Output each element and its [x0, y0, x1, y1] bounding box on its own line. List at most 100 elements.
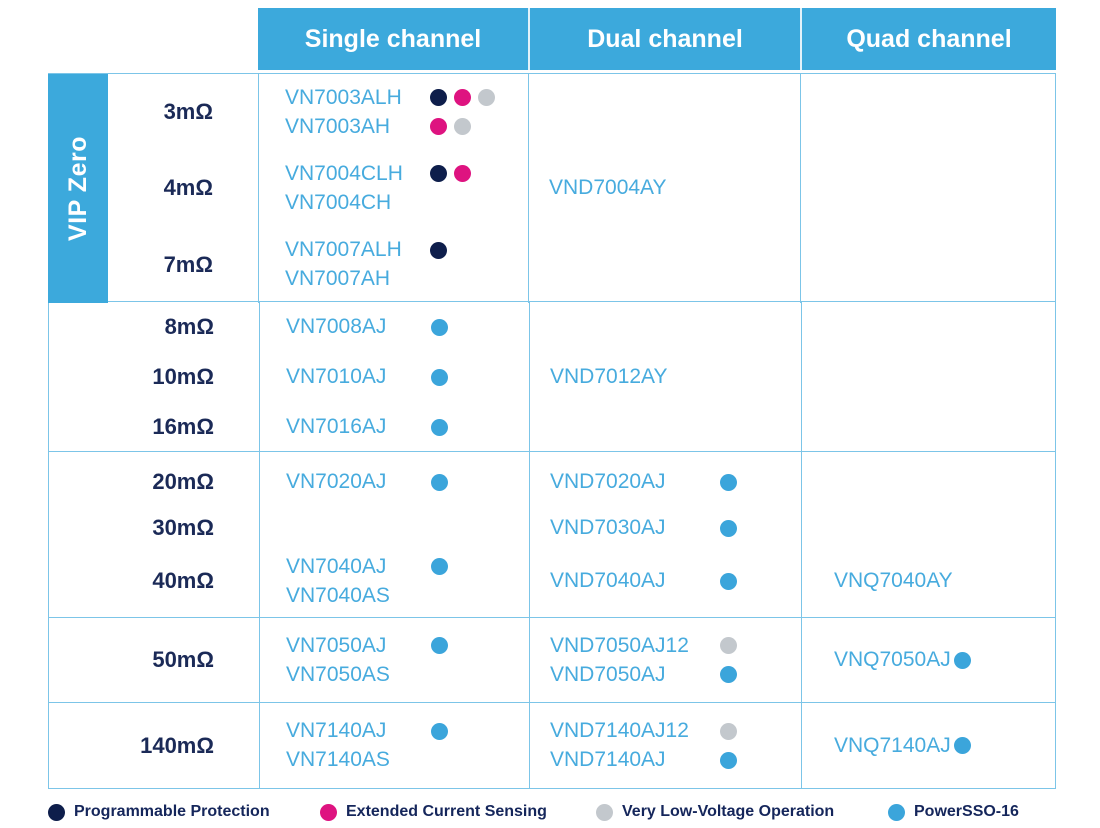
product-line: VNQ7140AJ — [834, 731, 1057, 760]
product-line: VND7050AJ12 — [550, 631, 801, 660]
product-name: VND7050AJ12 — [550, 633, 689, 657]
cell-dual-3: VND7020AJ VND7030AJ VND7040AJ — [529, 452, 801, 617]
product-line: VN7050AS — [286, 660, 529, 689]
product-selection-table: Single channel Dual channel Quad channel… — [48, 8, 1056, 789]
legend-dot-blue — [888, 803, 905, 821]
feature-dots — [720, 751, 737, 769]
product-line: VN7010AJ — [286, 363, 529, 392]
product-group-empty — [834, 458, 1057, 506]
product-line: VND7040AJ — [550, 567, 801, 596]
navy-dot — [48, 803, 65, 821]
cell-single-4: VN7050AJ VN7050AS — [259, 618, 529, 702]
section-vip-zero: VIP Zero 3mΩ 4mΩ 7mΩ VN7003ALH VN7003AH … — [48, 73, 1056, 303]
feature-dots — [954, 737, 971, 754]
gray-dot — [478, 89, 495, 107]
magenta-dot — [454, 89, 471, 107]
product-name: VND7004AY — [549, 176, 667, 200]
legend-dot-navy — [48, 803, 65, 821]
resistance-label-4mohm: 4mΩ — [163, 175, 213, 201]
product-name: VNQ7140AJ — [834, 733, 951, 757]
blue-dot — [431, 368, 448, 386]
product-name: VN7040AJ — [286, 554, 387, 578]
gray-dot — [596, 803, 613, 821]
cell-quad-4: VNQ7050AJ — [801, 618, 1057, 702]
legend: Programmable Protection Extended Current… — [48, 798, 1100, 826]
resistance-column-5: 140mΩ — [49, 703, 259, 788]
column-header-quad-channel: Quad channel — [800, 8, 1056, 70]
product-line: VN7004CH — [285, 188, 528, 217]
gray-dot — [454, 118, 471, 136]
cell-quad-2-empty — [801, 302, 1057, 452]
resistance-label-7mohm: 7mΩ — [163, 251, 213, 277]
column-header-dual-channel: Dual channel — [528, 8, 800, 70]
table-header-row: Single channel Dual channel Quad channel — [48, 8, 1056, 70]
resistance-label-50mohm: 50mΩ — [152, 647, 214, 672]
feature-dots — [431, 418, 448, 436]
feature-dots — [720, 637, 737, 654]
product-line: VND7030AJ — [550, 514, 801, 543]
feature-dots — [430, 118, 471, 136]
resistance-label-30mohm: 30mΩ — [152, 515, 214, 540]
section-50: 50mΩ VN7050AJ VN7050AS VND7050AJ12 VND70… — [48, 618, 1056, 703]
resistance-label-10mohm: 10mΩ — [152, 364, 214, 389]
blue-dot — [431, 318, 448, 336]
cell-dual-5: VND7140AJ12 VND7140AJ — [529, 703, 801, 788]
product-name: VND7140AJ12 — [550, 719, 689, 742]
legend-item-extended-current-sensing: Extended Current Sensing — [320, 798, 547, 826]
product-line: VN7004CLH — [285, 159, 528, 188]
product-line: VN7003AH — [285, 112, 528, 141]
product-name: VN7050AS — [286, 662, 390, 686]
magenta-dot — [430, 118, 447, 136]
product-line: VNQ7050AJ — [834, 646, 1057, 675]
legend-label: PowerSSO-16 — [914, 803, 1019, 820]
product-line: VN7016AJ — [286, 413, 529, 442]
blue-dot — [954, 737, 971, 754]
product-line: VND7140AJ12 — [550, 717, 801, 746]
legend-dot-gray — [596, 803, 613, 821]
cell-quad-3: VNQ7040AY — [801, 452, 1057, 617]
product-group: VND7030AJ — [550, 506, 801, 550]
navy-dot — [430, 165, 447, 183]
cell-dual-4: VND7050AJ12 VND7050AJ — [529, 618, 801, 702]
cell-single-3: VN7020AJ VN7040AJ VN7040AS — [259, 452, 529, 617]
product-line: VN7050AJ — [286, 631, 529, 660]
gray-dot — [720, 637, 737, 654]
product-line: VN7007AH — [285, 265, 528, 294]
feature-dots — [431, 473, 448, 491]
blue-dot — [720, 572, 737, 590]
product-group: VN7007ALH VN7007AH — [285, 227, 528, 303]
blue-dot — [431, 473, 448, 491]
blue-dot — [720, 751, 737, 769]
vip-zero-label: VIP Zero — [63, 135, 92, 241]
product-group-empty — [834, 506, 1057, 550]
legend-item-powersso16: PowerSSO-16 — [888, 798, 1019, 826]
header-corner-spacer — [48, 8, 258, 70]
product-name: VN7008AJ — [286, 315, 387, 338]
product-line: VN7040AJ — [286, 552, 529, 581]
product-name: VN7003AH — [285, 114, 391, 138]
product-group: VN7040AJ VN7040AS — [286, 550, 529, 612]
magenta-dot — [320, 803, 337, 821]
legend-item-very-low-voltage: Very Low-Voltage Operation — [596, 798, 834, 826]
product-name: VN7140AJ — [286, 719, 387, 742]
product-group: VN7020AJ — [286, 458, 529, 506]
product-name: VN7140AS — [286, 748, 390, 771]
product-line: VND7020AJ — [550, 468, 801, 497]
blue-dot — [720, 519, 737, 537]
product-name: VN7007ALH — [285, 238, 402, 262]
blue-dot — [431, 637, 448, 654]
product-name: VN7004CH — [285, 190, 392, 214]
feature-dots — [430, 89, 495, 107]
feature-dots — [720, 473, 737, 491]
resistance-label-140mohm: 140mΩ — [140, 732, 214, 758]
product-name: VN7050AJ — [286, 633, 387, 657]
gray-dot — [720, 722, 737, 740]
product-name: VND7012AY — [550, 365, 668, 388]
cell-single-2: VN7008AJ VN7010AJ VN7016AJ — [259, 302, 529, 452]
legend-label: Programmable Protection — [74, 803, 270, 820]
product-line: VN7140AS — [286, 746, 529, 775]
product-name: VN7020AJ — [286, 470, 387, 493]
product-line: VN7008AJ — [286, 313, 529, 342]
section-8-16: 8mΩ 10mΩ 16mΩ VN7008AJ VN7010AJ VN7016AJ — [48, 302, 1056, 452]
resistance-column-4: 50mΩ — [49, 618, 259, 702]
